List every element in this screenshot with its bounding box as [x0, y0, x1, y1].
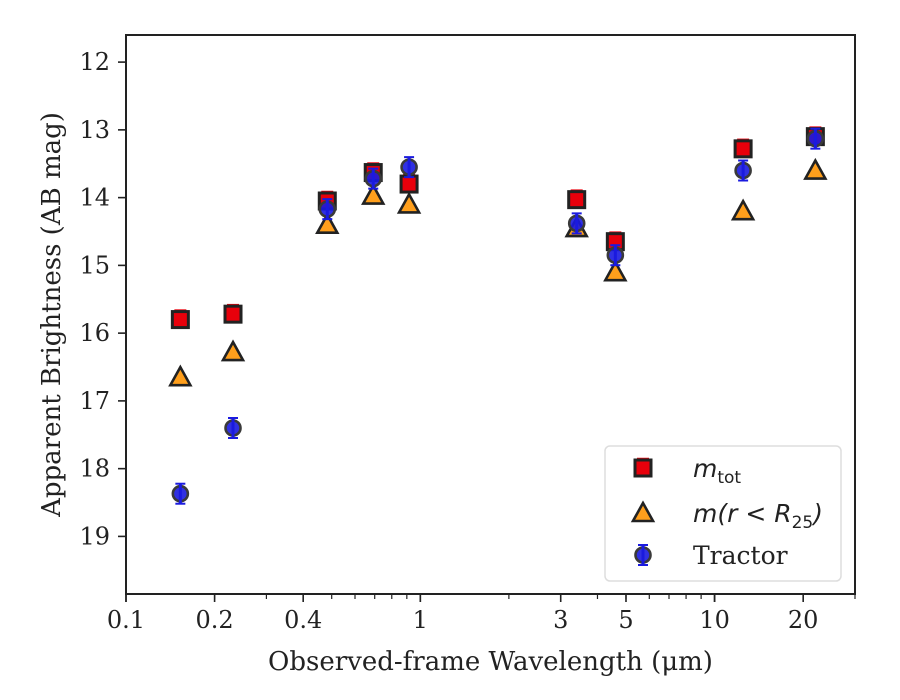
legend-marker-circle — [634, 544, 652, 566]
data-point-circle — [364, 167, 383, 190]
data-point-square — [170, 309, 190, 330]
y-tick-label: 15 — [79, 251, 110, 279]
data-point-triangle — [396, 191, 422, 214]
y-tick-label: 12 — [79, 48, 110, 76]
data-point-triangle — [220, 339, 246, 362]
data-markers — [168, 126, 828, 505]
x-tick-label: 3 — [553, 606, 568, 634]
data-point-circle — [224, 416, 242, 439]
x-tick-label: 0.1 — [107, 606, 145, 634]
data-point-circle — [318, 198, 337, 221]
x-axis-label: Observed-frame Wavelength (μm) — [268, 647, 713, 677]
x-tick-label: 20 — [788, 606, 819, 634]
x-tick-label: 0.2 — [196, 606, 234, 634]
y-tick-label: 16 — [79, 319, 110, 347]
legend-marker-square — [633, 457, 653, 478]
data-point-circle — [567, 212, 586, 235]
legend-label: m(r < R25) — [693, 499, 823, 533]
legend-box — [604, 445, 842, 582]
legend-label: Tractor — [693, 541, 788, 570]
y-tick-label: 14 — [79, 184, 110, 212]
y-tick-label: 19 — [79, 522, 110, 550]
y-tick-label: 17 — [79, 387, 110, 415]
legend-label: mtot — [693, 454, 741, 488]
data-point-triangle — [730, 198, 756, 221]
x-tick-label: 0.4 — [284, 606, 322, 634]
y-tick-label: 18 — [79, 455, 110, 483]
plot-frame — [125, 34, 856, 595]
x-tick-label: 5 — [618, 606, 633, 634]
x-tick-label: 1 — [413, 606, 428, 634]
data-point-square — [223, 303, 243, 324]
legend: mtot m(r < R25) Tractor — [604, 445, 842, 582]
data-point-circle — [734, 159, 752, 182]
legend-marker-triangle — [630, 500, 656, 523]
data-point-circle — [606, 244, 625, 267]
y-axis-label: Apparent Brightness (AB mag) — [37, 112, 67, 518]
y-tick-label: 13 — [79, 116, 110, 144]
x-tick-label: 10 — [699, 606, 730, 634]
data-point-square — [733, 138, 753, 159]
data-point-square — [567, 189, 587, 210]
data-point-triangle — [803, 157, 828, 180]
data-point-circle — [806, 127, 825, 150]
data-point-circle — [400, 156, 418, 179]
data-point-triangle — [168, 364, 193, 387]
data-point-circle — [171, 482, 190, 505]
